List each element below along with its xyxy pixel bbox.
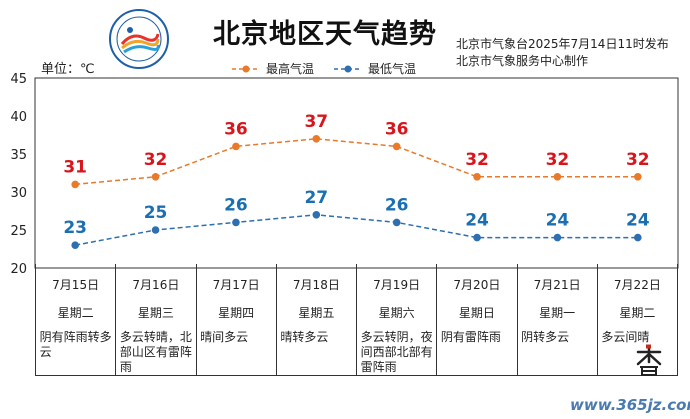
day-weekday: 星期日: [458, 306, 495, 320]
day-weekday: 星期五: [298, 306, 335, 320]
data-label-low: 24: [465, 211, 489, 231]
data-point-high: [151, 173, 160, 181]
day-date: 7月21日: [533, 278, 581, 292]
day-column: 7月21日星期一阴转多云: [518, 264, 598, 375]
data-label-high: 31: [63, 157, 87, 177]
day-date: 7月17日: [212, 278, 260, 292]
data-label-low: 27: [304, 188, 328, 208]
data-label-low: 26: [385, 195, 409, 215]
data-point-low: [473, 233, 481, 242]
day-weekday: 星期一: [539, 306, 576, 320]
day-weather: 晴转多云: [280, 330, 329, 344]
data-point-high: [392, 142, 401, 151]
data-point-high: [634, 173, 642, 181]
day-weather: 晴间多云: [200, 330, 249, 344]
issuer-line-2: 北京市气象服务中心制作: [456, 54, 589, 68]
y-tick-label: 20: [10, 262, 27, 277]
data-label-high: 32: [144, 150, 168, 170]
day-column: 7月19日星期六多云转阴，夜间西部北部有雷阵雨: [357, 264, 438, 375]
data-label-high: 32: [546, 150, 570, 170]
data-point-low: [151, 226, 160, 234]
data-point-low: [312, 211, 321, 219]
legend-high-marker: [232, 65, 260, 72]
data-point-low: [71, 241, 79, 249]
data-label-low: 25: [144, 203, 168, 223]
data-point-high: [71, 180, 79, 189]
day-weather: 多云间晴: [601, 330, 650, 344]
data-point-low: [634, 233, 642, 242]
day-date: 7月15日: [52, 278, 100, 292]
data-point-high: [553, 173, 562, 181]
data-point-low: [553, 233, 562, 242]
day-column: 7月16日星期三多云转晴，北部山区有雷阵雨: [116, 264, 197, 375]
data-label-low: 24: [626, 211, 650, 231]
day-weather: 阴转多云: [521, 330, 570, 344]
issuer-info: 北京市气象台2025年7月14日11时发布 北京市气象服务中心制作: [456, 36, 669, 70]
forecast-table: 7月15日 星期二 阴有阵雨转多云 7月16日 星期三 多云转晴，北部山区有雷阵雨 7月17…: [35, 264, 678, 376]
legend-low-marker: [334, 65, 362, 72]
data-label-high: 36: [224, 119, 248, 139]
data-label-low: 23: [63, 218, 87, 238]
data-point-low: [392, 218, 401, 227]
y-tick-label: 30: [10, 186, 27, 201]
day-weekday: 星期二: [619, 306, 656, 320]
series-line-low: [75, 214, 638, 246]
y-tick-label: 35: [10, 148, 27, 163]
solar-term-stamp: [636, 344, 662, 376]
day-date: 7月18日: [292, 278, 340, 292]
data-point-high: [312, 135, 321, 143]
data-label-low: 26: [224, 195, 248, 215]
y-tick-label: 40: [10, 110, 27, 125]
legend-item-high: 最高气温: [232, 60, 314, 77]
day-column: 7月18日星期五晴转多云: [277, 264, 357, 375]
day-column: 7月22日星期二多云间晴: [598, 264, 677, 375]
day-date: 7月22日: [613, 278, 661, 292]
day-column: 7月15日星期二阴有阵雨转多云: [36, 264, 117, 375]
y-tick-label: 25: [10, 224, 27, 239]
data-point-high: [232, 142, 240, 151]
watermark: www.365jz.com: [570, 396, 690, 414]
data-point-low: [232, 218, 240, 227]
day-column: 7月17日星期四晴间多云: [197, 264, 277, 375]
legend-item-low: 最低气温: [334, 60, 416, 77]
plot-frame: [34, 77, 679, 269]
day-weekday: 星期六: [378, 306, 415, 320]
meteorological-service-logo: [109, 9, 169, 69]
legend-high-label: 最高气温: [266, 62, 315, 76]
day-weekday: 星期三: [137, 306, 174, 320]
series-line-high: [75, 138, 638, 186]
day-weather: 阴有阵雨转多云: [39, 330, 112, 359]
day-date: 7月19日: [373, 278, 421, 292]
data-label-low: 24: [546, 211, 570, 231]
day-weekday: 星期四: [218, 306, 255, 320]
data-label-high: 37: [304, 112, 328, 132]
data-label-high: 32: [626, 150, 650, 170]
data-point-high: [473, 173, 481, 181]
day-weather: 多云转阴，夜间西部北部有雷阵雨: [360, 330, 433, 374]
day-weather: 阴有雷阵雨: [440, 330, 501, 344]
day-date: 7月16日: [132, 278, 180, 292]
data-label-high: 32: [465, 150, 489, 170]
data-label-high: 36: [385, 119, 409, 139]
issuer-line-1: 北京市气象台2025年7月14日11时发布: [456, 37, 669, 51]
day-column: 7月20日星期日阴有雷阵雨: [437, 264, 518, 375]
day-weekday: 星期二: [57, 306, 94, 320]
legend-low-label: 最低气温: [368, 62, 417, 76]
day-date: 7月20日: [453, 278, 501, 292]
day-weather: 多云转晴，北部山区有雷阵雨: [119, 330, 192, 374]
unit-label: 单位：℃: [41, 62, 95, 77]
y-tick-label: 45: [10, 72, 27, 87]
page-title: 北京地区天气趋势: [213, 19, 437, 50]
